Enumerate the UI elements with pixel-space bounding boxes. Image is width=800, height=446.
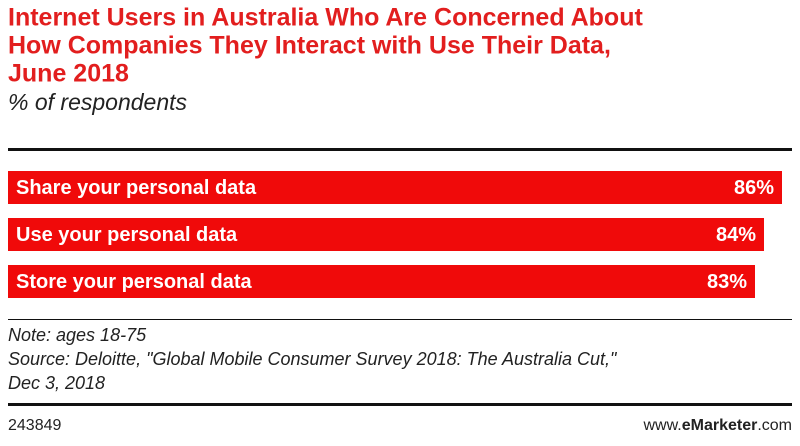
- value-label: 86%: [734, 177, 774, 199]
- chart-title: How Companies They Interact with Use The…: [8, 32, 611, 60]
- divider: [8, 148, 792, 151]
- chart-title: Internet Users in Australia Who Are Conc…: [8, 4, 643, 32]
- brand: www.eMarketer.com: [642, 417, 792, 434]
- divider: [8, 403, 792, 406]
- brand-part: eMarketer: [682, 417, 758, 434]
- brand-part: .com: [757, 417, 792, 434]
- bar: [8, 218, 764, 251]
- brand-part: www.: [642, 417, 681, 434]
- chart-title: June 2018: [8, 60, 129, 88]
- divider: [8, 319, 792, 320]
- value-label: 84%: [716, 224, 756, 246]
- chart-id: 243849: [8, 417, 61, 434]
- category-label: Share your personal data: [16, 177, 257, 199]
- note: Note: ages 18-75: [8, 325, 147, 345]
- category-label: Use your personal data: [16, 224, 238, 246]
- source: Source: Deloitte, "Global Mobile Consume…: [8, 349, 618, 369]
- value-label: 83%: [707, 271, 747, 293]
- bar: [8, 171, 782, 204]
- category-label: Store your personal data: [16, 271, 252, 293]
- chart-subtitle: % of respondents: [8, 89, 188, 115]
- source: Dec 3, 2018: [8, 373, 105, 393]
- bar: [8, 265, 755, 298]
